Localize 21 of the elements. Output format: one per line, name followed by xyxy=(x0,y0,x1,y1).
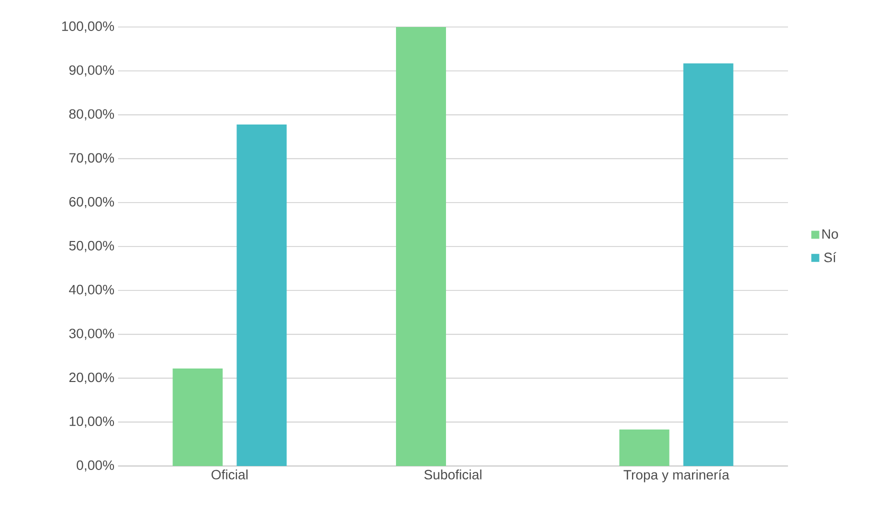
bar xyxy=(172,368,223,466)
x-tick-label: Oficial xyxy=(212,470,248,480)
y-tick-label: 50,00% xyxy=(69,240,114,252)
y-tick-label: 60,00% xyxy=(69,197,114,208)
y-tick-label: 70,00% xyxy=(69,153,114,164)
y-tick-label: 80,00% xyxy=(69,109,114,120)
y-tick-label: 90,00% xyxy=(69,65,114,76)
x-tick-label: Suboficial xyxy=(424,470,482,480)
x-tick-label: Tropa y marinería xyxy=(624,470,730,482)
y-tick-label: 20,00% xyxy=(69,372,114,384)
legend-label: Sí xyxy=(824,252,836,262)
bar xyxy=(236,124,287,466)
y-tick-label: 30,00% xyxy=(69,328,114,340)
legend-label: No xyxy=(822,229,838,239)
y-tick-label: 0,00% xyxy=(76,460,114,472)
bar xyxy=(683,63,734,466)
y-tick-label: 100,00% xyxy=(62,21,114,33)
bar xyxy=(396,26,446,466)
bar xyxy=(619,430,670,466)
y-tick-label: 10,00% xyxy=(70,416,114,428)
y-tick-label: 40,00% xyxy=(69,284,114,296)
